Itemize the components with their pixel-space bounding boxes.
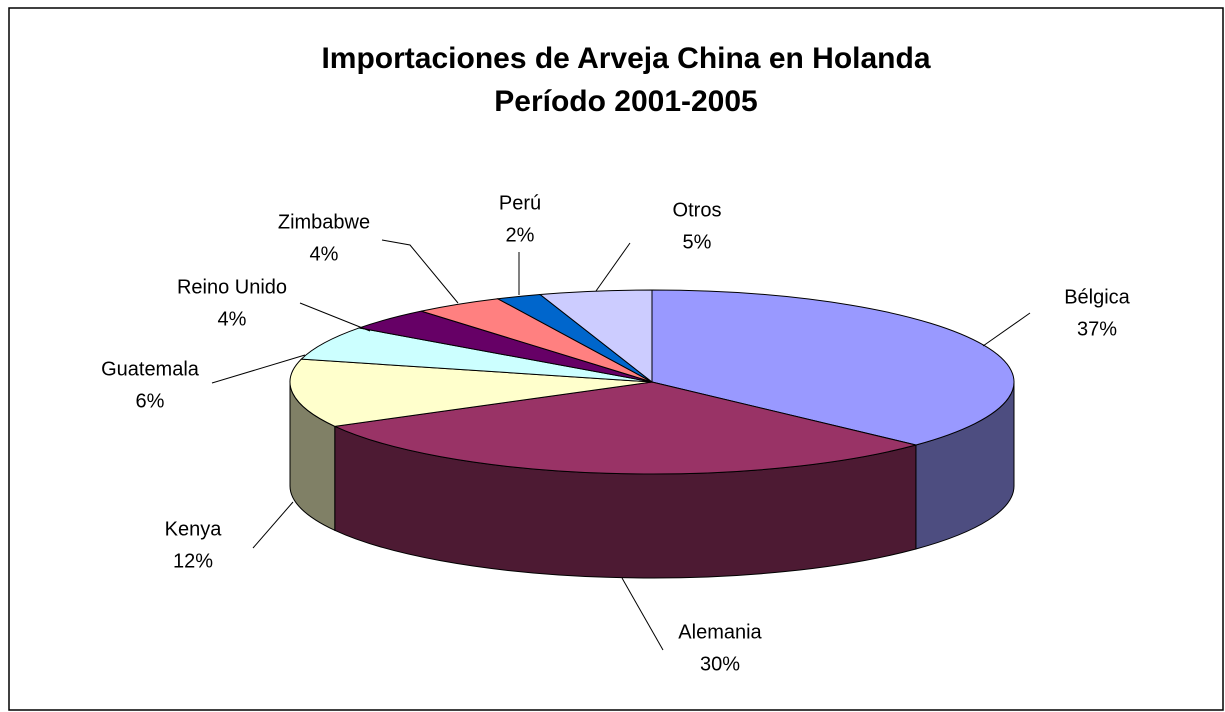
slice-label: Bélgica <box>1064 286 1130 308</box>
leader-line <box>595 242 631 292</box>
slice-label: Zimbabwe <box>278 211 370 233</box>
slice <box>300 327 653 383</box>
slice-label: Alemania <box>678 621 762 643</box>
slice-value: 5% <box>683 231 712 253</box>
chart-title: Importaciones de Arveja China en Holanda <box>321 42 930 75</box>
slice <box>333 381 917 475</box>
slice-value: 2% <box>506 224 535 246</box>
slice-value: 4% <box>218 308 247 330</box>
slice-value: 6% <box>136 390 165 412</box>
slice-value: 12% <box>173 550 213 572</box>
slice <box>538 289 653 384</box>
leader-line <box>381 239 459 304</box>
leader-line <box>299 302 371 332</box>
slice-label: Kenya <box>165 518 223 540</box>
slice-label: Otros <box>673 199 722 221</box>
leader-line <box>252 501 294 549</box>
slice-value: 4% <box>310 243 339 265</box>
slice <box>289 358 653 427</box>
slice-value: 30% <box>700 653 740 675</box>
slice-label: Reino Unido <box>177 276 287 298</box>
slice-label: Guatemala <box>101 358 200 380</box>
leader-line <box>982 312 1031 347</box>
leader-line <box>621 577 664 651</box>
slice-value: 37% <box>1077 318 1117 340</box>
slice-label: Perú <box>499 192 541 214</box>
chart-subtitle: Período 2001-2005 <box>494 85 757 118</box>
leader-line <box>211 354 306 384</box>
